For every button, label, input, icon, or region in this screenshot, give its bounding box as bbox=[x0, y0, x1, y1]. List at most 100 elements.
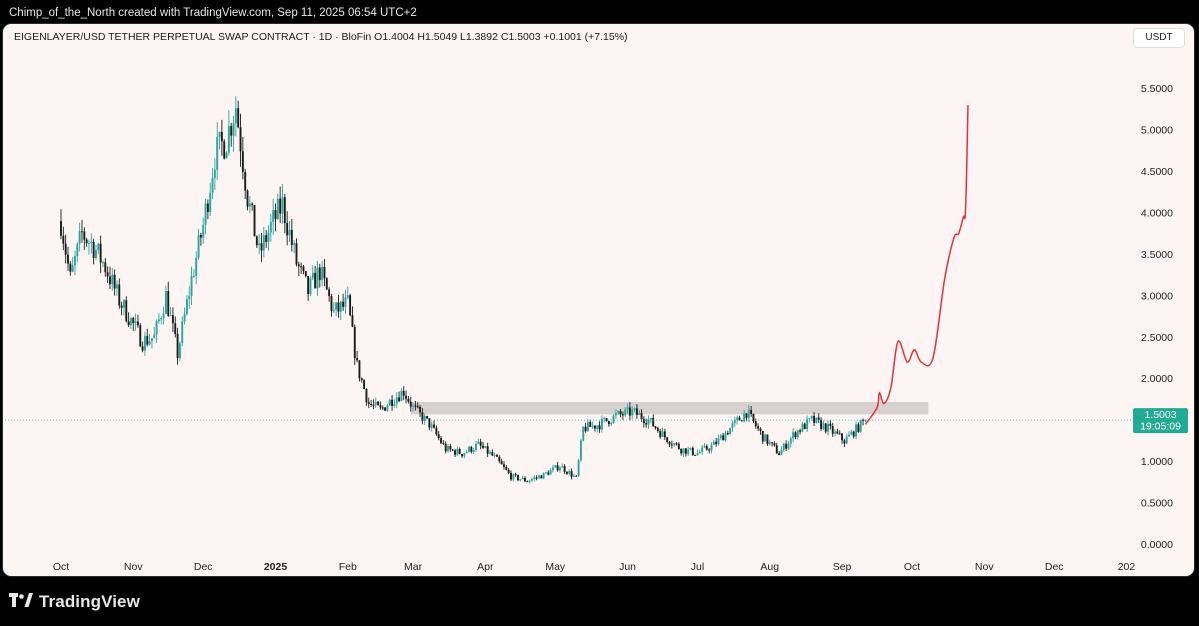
candle-up[interactable] bbox=[155, 321, 158, 335]
candle-down[interactable] bbox=[349, 295, 352, 316]
candle-up[interactable] bbox=[610, 422, 613, 425]
candle-up[interactable] bbox=[859, 419, 862, 432]
candle-up[interactable] bbox=[463, 453, 466, 457]
candle-up[interactable] bbox=[848, 434, 850, 437]
candle-down[interactable] bbox=[244, 171, 247, 191]
candle-up[interactable] bbox=[195, 257, 198, 276]
candle-up[interactable] bbox=[129, 318, 132, 326]
candle-up[interactable] bbox=[393, 403, 396, 406]
candle-down[interactable] bbox=[260, 243, 263, 251]
candle-up[interactable] bbox=[258, 243, 261, 246]
candle-down[interactable] bbox=[635, 408, 638, 415]
candle-down[interactable] bbox=[759, 428, 762, 431]
candle-up[interactable] bbox=[293, 243, 296, 245]
candle-down[interactable] bbox=[540, 475, 543, 479]
candle-down[interactable] bbox=[607, 421, 610, 425]
candle-down[interactable] bbox=[409, 401, 412, 407]
candle-up[interactable] bbox=[561, 466, 564, 468]
candle-up[interactable] bbox=[153, 334, 156, 339]
candle-up[interactable] bbox=[489, 452, 491, 454]
candle-down[interactable] bbox=[524, 477, 526, 482]
resistance-zone[interactable] bbox=[410, 401, 929, 415]
candle-up[interactable] bbox=[197, 234, 200, 258]
candle-down[interactable] bbox=[62, 235, 65, 244]
candle-up[interactable] bbox=[97, 243, 100, 250]
candle-up[interactable] bbox=[157, 319, 160, 322]
candle-down[interactable] bbox=[479, 441, 482, 446]
candle-up[interactable] bbox=[796, 430, 799, 438]
candle-down[interactable] bbox=[106, 272, 109, 277]
candle-up[interactable] bbox=[475, 443, 477, 451]
candle-up[interactable] bbox=[747, 409, 750, 418]
candle-up[interactable] bbox=[111, 274, 114, 285]
candle-down[interactable] bbox=[824, 423, 827, 432]
candle-up[interactable] bbox=[281, 197, 284, 214]
candle-down[interactable] bbox=[778, 453, 781, 456]
candle-down[interactable] bbox=[829, 423, 832, 426]
candle-up[interactable] bbox=[150, 338, 153, 342]
candle-down[interactable] bbox=[642, 418, 645, 424]
candle-down[interactable] bbox=[677, 443, 680, 450]
candle-up[interactable] bbox=[703, 446, 706, 448]
candle-down[interactable] bbox=[838, 433, 841, 435]
candle-up[interactable] bbox=[484, 446, 487, 448]
candle-down[interactable] bbox=[589, 422, 592, 427]
candle-down[interactable] bbox=[295, 243, 298, 265]
candle-down[interactable] bbox=[691, 447, 694, 455]
candle-up[interactable] bbox=[810, 415, 813, 419]
chart-svg[interactable]: 0.00000.50001.00001.50002.00002.50003.00… bbox=[3, 24, 1194, 576]
candle-down[interactable] bbox=[680, 449, 683, 454]
candle-up[interactable] bbox=[614, 413, 617, 416]
candle-down[interactable] bbox=[803, 423, 806, 429]
candle-up[interactable] bbox=[596, 425, 599, 429]
candle-down[interactable] bbox=[598, 425, 601, 430]
candle-down[interactable] bbox=[176, 333, 179, 359]
candle-down[interactable] bbox=[752, 413, 755, 422]
candle-up[interactable] bbox=[316, 267, 319, 289]
candle-down[interactable] bbox=[353, 326, 356, 359]
candle-up[interactable] bbox=[267, 232, 270, 242]
candle-up[interactable] bbox=[647, 419, 650, 425]
candle-up[interactable] bbox=[538, 475, 540, 478]
candle-down[interactable] bbox=[370, 403, 373, 405]
candle-up[interactable] bbox=[701, 447, 704, 452]
candle-up[interactable] bbox=[71, 264, 74, 272]
candle-down[interactable] bbox=[575, 475, 578, 477]
candle-down[interactable] bbox=[223, 141, 226, 159]
candle-down[interactable] bbox=[794, 432, 797, 438]
candle-up[interactable] bbox=[531, 478, 533, 481]
candle-up[interactable] bbox=[95, 249, 97, 258]
candle-down[interactable] bbox=[109, 276, 111, 285]
candle-up[interactable] bbox=[673, 443, 676, 445]
candle-down[interactable] bbox=[708, 449, 711, 451]
candle-down[interactable] bbox=[773, 443, 776, 446]
candle-up[interactable] bbox=[472, 450, 475, 452]
candle-up[interactable] bbox=[493, 455, 496, 457]
candle-up[interactable] bbox=[276, 198, 279, 219]
candle-down[interactable] bbox=[433, 424, 435, 428]
candle-down[interactable] bbox=[356, 358, 359, 361]
candle-down[interactable] bbox=[750, 409, 753, 414]
candle-down[interactable] bbox=[496, 455, 498, 457]
candle-down[interactable] bbox=[372, 404, 375, 406]
candle-up[interactable] bbox=[558, 467, 561, 471]
candle-down[interactable] bbox=[328, 289, 331, 297]
candle-down[interactable] bbox=[666, 437, 669, 442]
candle-up[interactable] bbox=[116, 284, 118, 289]
candle-down[interactable] bbox=[628, 407, 631, 416]
tradingview-brand[interactable]: TradingView bbox=[9, 592, 140, 612]
candle-down[interactable] bbox=[246, 190, 249, 207]
candle-up[interactable] bbox=[123, 300, 125, 308]
candle-up[interactable] bbox=[202, 224, 205, 238]
candle-down[interactable] bbox=[414, 405, 417, 407]
candle-up[interactable] bbox=[218, 131, 221, 137]
candle-down[interactable] bbox=[330, 296, 333, 311]
candle-up[interactable] bbox=[76, 243, 79, 257]
candle-down[interactable] bbox=[857, 424, 860, 432]
candle-down[interactable] bbox=[426, 416, 428, 419]
candle-up[interactable] bbox=[568, 471, 571, 474]
candle-down[interactable] bbox=[656, 428, 659, 431]
candle-up[interactable] bbox=[719, 435, 722, 439]
candle-down[interactable] bbox=[120, 305, 123, 308]
candle-up[interactable] bbox=[211, 177, 214, 193]
